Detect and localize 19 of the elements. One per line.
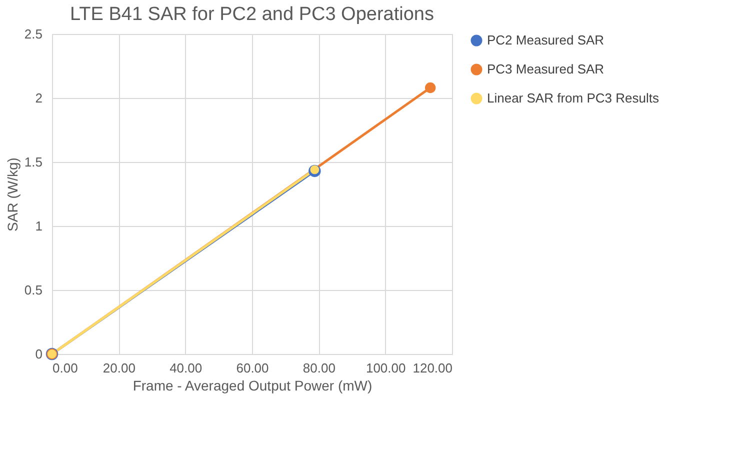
x-axis-title: Frame - Averaged Output Power (mW) <box>132 378 372 394</box>
legend-label: PC3 Measured SAR <box>487 62 604 76</box>
legend-label: PC2 Measured SAR <box>487 32 604 48</box>
y-tick-label: 2.5 <box>24 26 42 42</box>
chart-title: LTE B41 SAR for PC2 and PC3 Operations <box>70 4 434 25</box>
x-tick-label: 120.00 <box>412 360 452 376</box>
y-tick-label: 0.5 <box>24 282 42 298</box>
x-tick-label: 20.00 <box>102 360 136 376</box>
x-tick-label: 0.00 <box>52 360 78 376</box>
y-tick-label: 0 <box>35 346 42 362</box>
x-tick-label: 100.00 <box>366 360 406 376</box>
y-axis-title: SAR (W/kg) <box>4 158 20 232</box>
y-tick-label: 1.5 <box>24 154 42 170</box>
x-tick-label: 80.00 <box>302 360 336 376</box>
x-tick-label: 40.00 <box>170 360 202 376</box>
y-tick-label: 2 <box>35 90 42 106</box>
legend-label: Linear SAR from PC3 Results <box>487 90 660 106</box>
x-tick-label: 60.00 <box>236 360 269 376</box>
y-tick-label: 1 <box>35 218 42 234</box>
